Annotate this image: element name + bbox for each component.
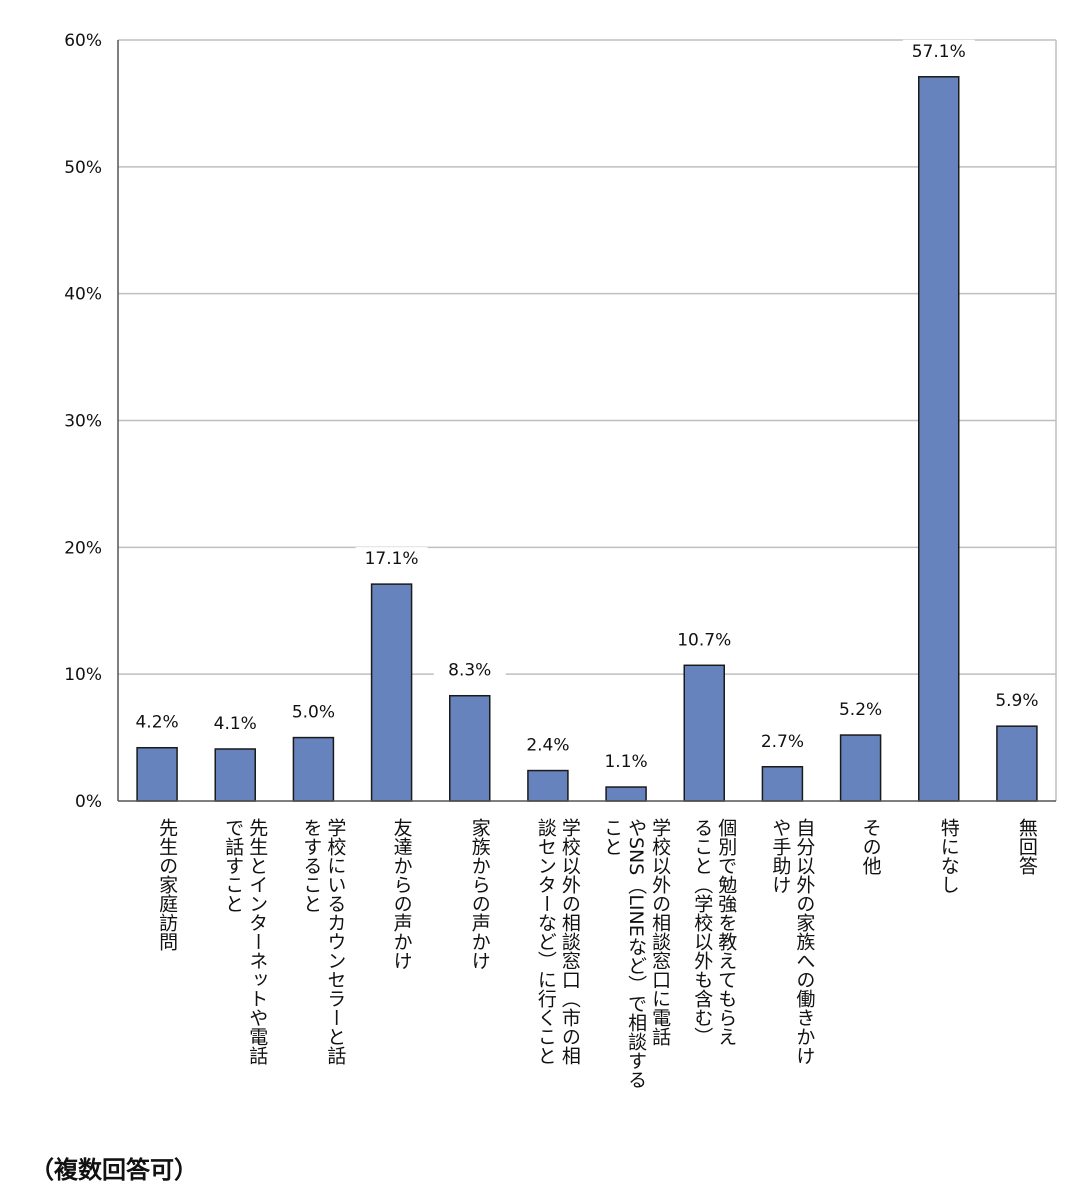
data-label: 5.0% <box>292 703 335 723</box>
data-label-background <box>746 729 819 754</box>
category-label: ること（学校以外も含む） <box>691 818 713 1046</box>
bar <box>214 748 256 802</box>
data-label: 2.4% <box>526 736 569 756</box>
category-label: で話すこと <box>222 818 244 913</box>
data-label-background <box>277 700 350 725</box>
category-label: 友達からの声かけ <box>391 818 413 970</box>
data-label: 4.1% <box>214 714 257 734</box>
data-label-background <box>902 39 975 64</box>
y-tick-label: 10% <box>64 665 102 685</box>
data-label-background <box>980 689 1053 714</box>
data-label: 5.9% <box>995 691 1038 711</box>
y-tick-label: 20% <box>64 538 102 558</box>
data-label-background <box>121 710 194 735</box>
data-label-background <box>824 698 897 723</box>
data-label: 5.2% <box>839 700 882 720</box>
data-label-background <box>590 750 663 775</box>
bar <box>527 769 569 802</box>
y-tick-label: 30% <box>64 412 102 432</box>
bar <box>449 694 491 802</box>
category-label: 無回答 <box>1016 818 1038 875</box>
grid-lines <box>118 39 1056 675</box>
multiple-answers-note: （複数回答可） <box>30 1156 198 1184</box>
category-label: 学校以外の相談窓口に電話 <box>649 818 671 1046</box>
data-labels: 4.2% 4.1% 5.0% 17.1% 8.3% 2.4% 1.1% 10.7% 2.7% 5.… <box>121 39 1053 775</box>
y-tick-label: 40% <box>64 285 102 305</box>
data-label: 1.1% <box>604 752 647 772</box>
data-label-background <box>199 711 272 736</box>
category-label: 先生とインターネットや電話 <box>246 818 268 1065</box>
data-label: 57.1% <box>912 42 966 62</box>
category-label: その他 <box>860 818 882 875</box>
bar <box>292 736 335 802</box>
bar <box>918 76 960 802</box>
category-label: 家族からの声かけ <box>469 818 491 970</box>
category-label: 学校以外の相談窓口（市の相 <box>559 818 581 1065</box>
y-tick-labels: 0% 10% 20% 30% 40% 50% 60% <box>64 31 102 812</box>
data-label-background <box>355 547 428 572</box>
category-label: をすること <box>300 818 322 913</box>
category-label: 個別で勉強を教えてもらえ <box>715 818 737 1046</box>
data-label-background <box>433 658 506 683</box>
bar <box>761 766 804 802</box>
bar <box>136 746 178 802</box>
y-tick-label: 50% <box>64 158 102 178</box>
category-label: やSNS（LINEなど）で相談する <box>625 818 647 1089</box>
bar <box>996 725 1038 802</box>
category-label: 談センターなど）に行くこと <box>535 818 557 1065</box>
data-label: 17.1% <box>365 549 419 569</box>
category-label: や手助け <box>769 818 791 894</box>
data-label: 4.2% <box>135 713 178 733</box>
bars <box>136 76 1038 802</box>
bar <box>839 734 882 802</box>
data-label: 2.7% <box>761 732 804 752</box>
category-label: 学校にいるカウンセラーと話 <box>324 818 346 1065</box>
data-label: 8.3% <box>448 661 491 681</box>
category-label: 先生の家庭訪問 <box>156 818 178 951</box>
category-label: こと <box>601 818 623 856</box>
bar <box>370 583 413 802</box>
data-label-background <box>511 733 584 758</box>
y-tick-label: 0% <box>75 792 102 812</box>
category-label: 自分以外の家族への働きかけ <box>793 818 815 1065</box>
bar <box>683 664 725 802</box>
category-label: 特になし <box>938 818 960 894</box>
y-tick-label: 60% <box>64 31 102 51</box>
data-label: 10.7% <box>677 630 731 650</box>
bar <box>605 786 647 802</box>
data-label-background <box>668 628 741 653</box>
axes <box>117 40 1057 802</box>
